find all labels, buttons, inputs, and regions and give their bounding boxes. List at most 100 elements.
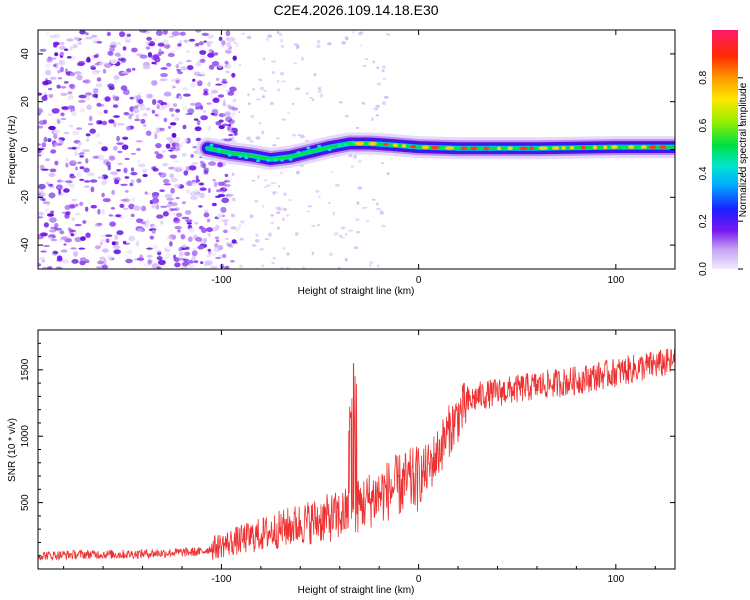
noise-blob	[344, 257, 348, 262]
noise-blob	[208, 161, 217, 166]
noise-blob	[251, 244, 257, 247]
noise-blob	[99, 238, 108, 243]
noise-blob	[141, 205, 147, 212]
noise-blob	[172, 103, 178, 107]
noise-blob	[102, 68, 107, 74]
noise-blob	[217, 244, 224, 251]
noise-blob	[265, 184, 271, 187]
noise-blob	[57, 69, 61, 74]
noise-blob	[106, 31, 111, 37]
noise-blob	[42, 119, 48, 125]
signal-peak	[470, 146, 478, 151]
noise-blob	[148, 40, 156, 47]
noise-blob	[179, 141, 187, 145]
noise-blob	[317, 90, 322, 93]
noise-blob	[103, 109, 108, 114]
noise-blob	[222, 112, 228, 117]
noise-blob	[224, 64, 230, 68]
noise-blob	[206, 227, 213, 233]
noise-blob	[65, 211, 71, 216]
noise-blob	[229, 246, 234, 248]
noise-blob	[170, 177, 178, 183]
noise-blob	[173, 254, 177, 259]
noise-blob	[136, 148, 141, 151]
noise-blob	[43, 245, 51, 247]
noise-blob	[139, 254, 144, 259]
noise-blob	[277, 226, 280, 230]
noise-blob	[199, 160, 204, 164]
noise-blob	[153, 36, 158, 42]
noise-blob	[217, 65, 223, 69]
noise-blob	[67, 227, 72, 231]
noise-blob	[156, 266, 161, 269]
noise-blob	[92, 93, 98, 98]
signal-peak	[538, 146, 549, 150]
noise-blob	[116, 169, 121, 172]
noise-blob	[225, 242, 233, 245]
noise-blob	[348, 229, 353, 232]
noise-blob	[101, 120, 108, 126]
noise-blob	[200, 261, 204, 264]
noise-blob	[355, 218, 360, 222]
noise-blob	[166, 62, 172, 67]
noise-blob	[208, 49, 214, 54]
noise-blob	[381, 224, 386, 228]
noise-blob	[71, 259, 79, 264]
noise-blob	[174, 117, 180, 121]
noise-blob	[83, 167, 90, 173]
noise-blob	[112, 104, 119, 108]
noise-blob	[88, 115, 93, 122]
noise-blob	[130, 152, 137, 155]
noise-blob	[111, 241, 116, 246]
noise-blob	[162, 211, 169, 217]
noise-blob	[271, 262, 275, 265]
noise-blob	[177, 71, 183, 75]
noise-blob	[199, 50, 207, 55]
signal-peak	[401, 144, 407, 148]
noise-blob	[181, 201, 186, 205]
noise-blob	[369, 261, 374, 264]
noise-blob	[120, 183, 128, 186]
noise-blob	[49, 217, 57, 223]
noise-blob	[207, 81, 211, 87]
noise-blob	[124, 157, 130, 161]
noise-blob	[72, 159, 76, 163]
noise-blob	[340, 226, 346, 230]
noise-blob	[215, 83, 223, 86]
signal-peak	[368, 141, 378, 146]
noise-blob	[183, 39, 189, 43]
noise-blob	[334, 183, 340, 187]
noise-blob	[174, 262, 181, 268]
noise-blob	[341, 41, 346, 45]
noise-blob	[204, 260, 213, 266]
noise-blob	[121, 144, 129, 150]
noise-blob	[160, 128, 164, 132]
noise-blob	[137, 163, 146, 168]
noise-blob	[366, 219, 370, 223]
noise-blob	[238, 111, 241, 114]
noise-blob	[188, 38, 196, 42]
snr-plot-area	[38, 348, 675, 562]
noise-blob	[221, 197, 230, 204]
noise-blob	[38, 108, 43, 114]
noise-blob	[74, 166, 79, 171]
noise-blob	[151, 80, 158, 86]
colorbar-tick-label: 0.8	[698, 70, 709, 84]
x-tick-label: 100	[607, 574, 624, 585]
noise-blob	[195, 236, 203, 242]
noise-blob	[277, 185, 281, 188]
noise-blob	[38, 235, 42, 240]
noise-blob	[177, 229, 181, 233]
noise-blob	[227, 47, 231, 50]
noise-blob	[179, 31, 186, 36]
noise-blob	[171, 31, 180, 37]
noise-blob	[259, 248, 262, 251]
signal-peak	[529, 146, 534, 151]
noise-blob	[65, 157, 69, 164]
chart-title: C2E4.2026.109.14.18.E30	[273, 2, 438, 18]
noise-blob	[160, 67, 168, 70]
noise-blob	[49, 168, 57, 173]
noise-blob	[301, 266, 305, 269]
noise-blob	[57, 77, 63, 80]
noise-blob	[296, 170, 300, 175]
